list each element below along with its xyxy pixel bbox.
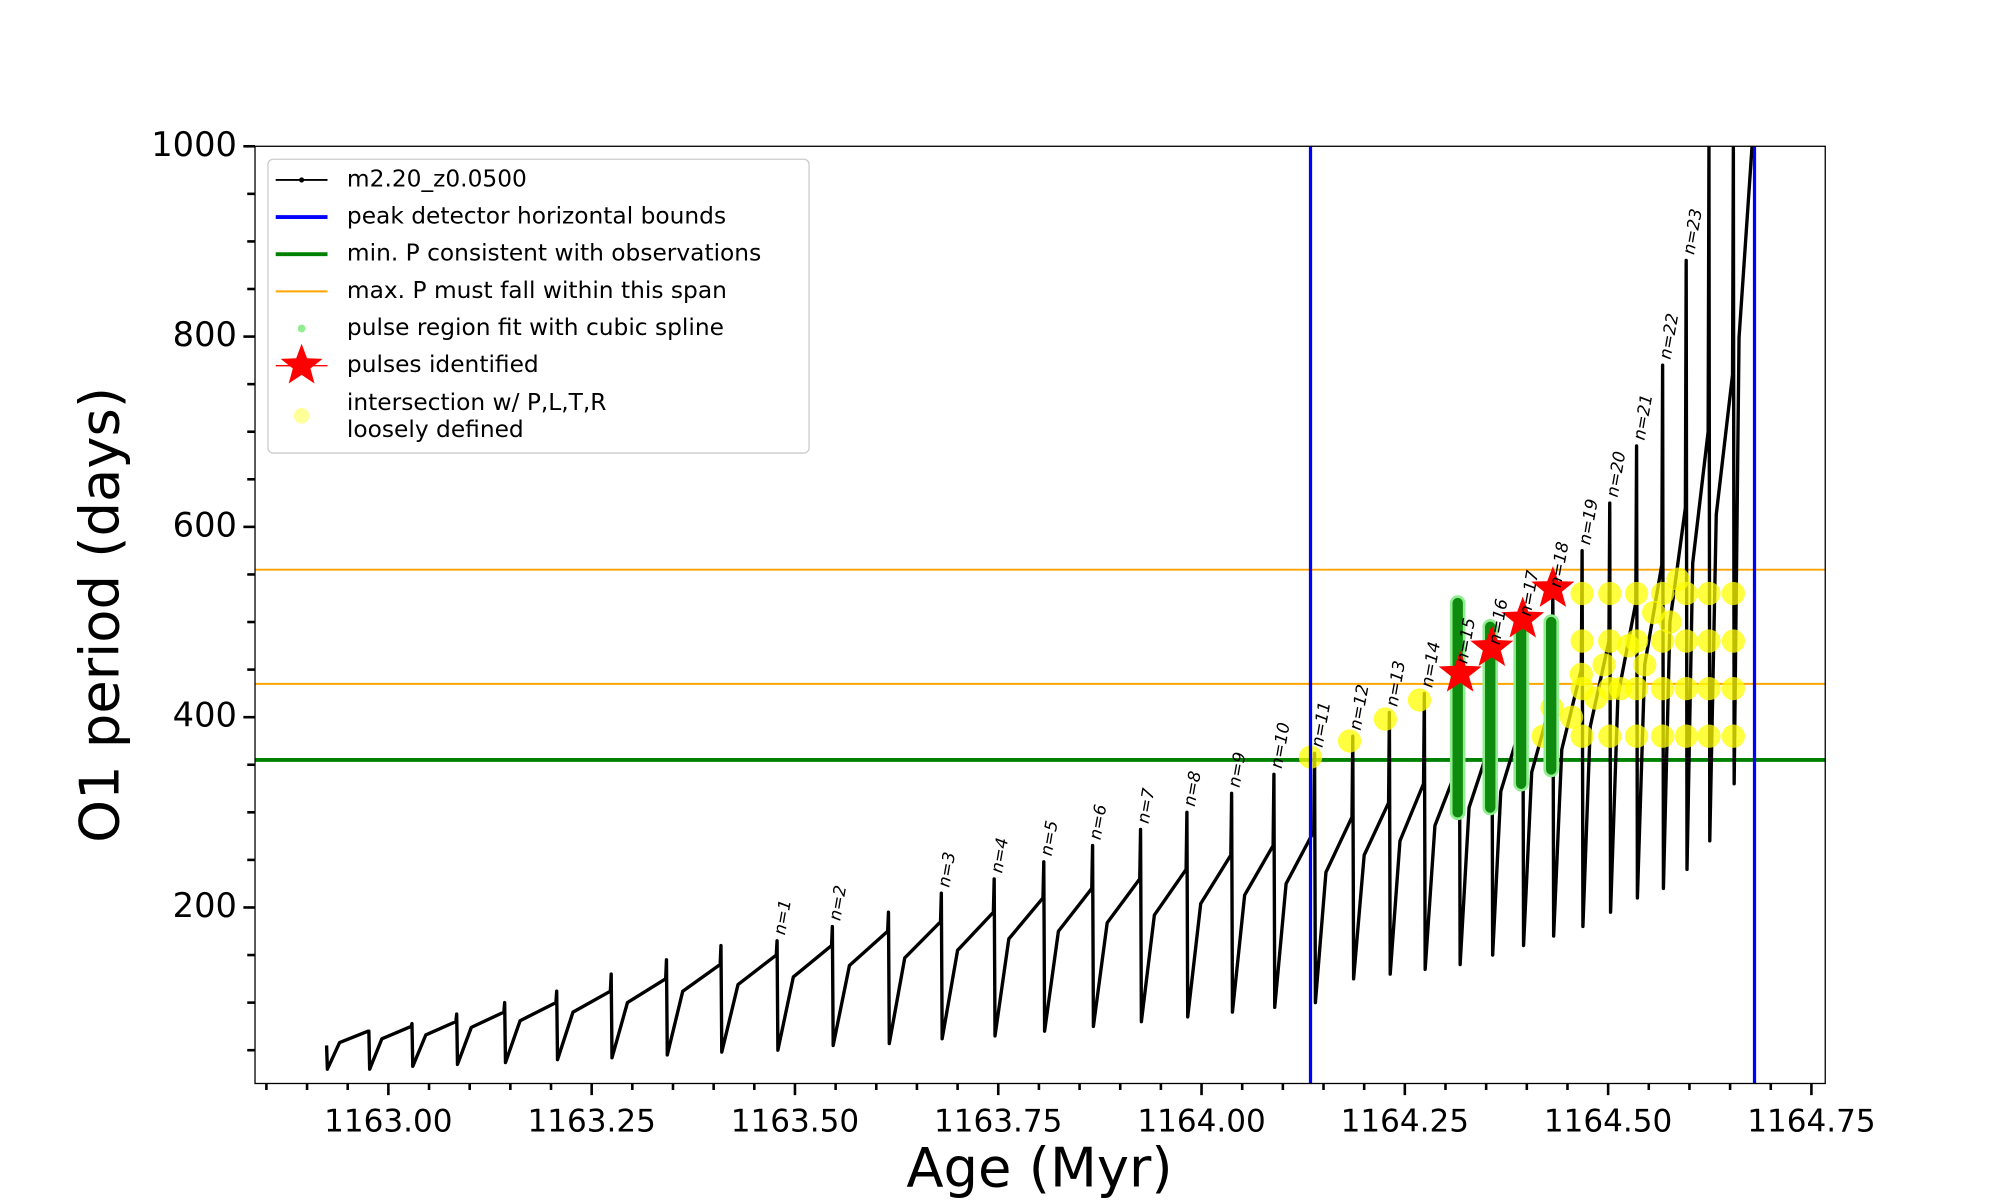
intersection-point: [1650, 581, 1675, 606]
x-axis-label: Age (Myr): [906, 1137, 1172, 1200]
intersection-point: [1337, 729, 1362, 753]
x-tick-label: 1163.75: [934, 1103, 1062, 1139]
x-tick-label: 1164.25: [1341, 1103, 1469, 1139]
intersection-point: [1650, 629, 1675, 653]
intersection-point: [1650, 724, 1675, 748]
intersection-point: [1570, 676, 1594, 701]
legend-label: pulses identified: [347, 351, 539, 378]
legend-label: peak detector horizontal bounds: [347, 203, 726, 230]
y-axis-label: O1 period (days): [69, 387, 132, 843]
intersection-point: [1598, 629, 1622, 653]
x-tick-label: 1164.50: [1544, 1103, 1672, 1139]
intersection-point: [1598, 724, 1622, 748]
legend-label: pulse region fit with cubic spline: [347, 314, 724, 341]
pulse-star: [1438, 650, 1482, 692]
intersection-point: [1650, 676, 1675, 701]
intersection-point: [1697, 581, 1721, 606]
intersection-point: [1633, 653, 1657, 677]
intersection-point: [1721, 629, 1746, 653]
axes: 1163.00 1163.25 1163.50 1163.75 1164.00 1164.…: [151, 125, 1875, 1140]
x-tick-label: 1163.25: [527, 1103, 655, 1139]
pulse-star: [1531, 566, 1575, 607]
data-line: [324, 146, 1754, 1071]
legend-dot: [299, 177, 305, 183]
legend-label: max. P must fall within this span: [347, 277, 727, 304]
intersection-point: [1674, 629, 1698, 653]
legend-label-line: intersection w/ P,L,T,R: [347, 388, 607, 415]
legend-star: [280, 343, 323, 384]
intersection-point: [1624, 676, 1649, 701]
intersection-point: [1624, 581, 1649, 606]
intersection-point: [1559, 705, 1584, 729]
x-tick-label: 1163.50: [731, 1103, 859, 1139]
intersection-point: [1570, 581, 1594, 606]
y-tick-label: 1000: [151, 125, 237, 164]
y-tick-label: 600: [173, 505, 237, 544]
y-tick-label: 200: [173, 886, 237, 925]
x-tick-label: 1163.00: [324, 1103, 452, 1139]
intersection-point: [1624, 629, 1649, 653]
legend-label: m2.20_z0.0500: [347, 165, 527, 192]
intersection-point: [1598, 581, 1622, 606]
pulse-star: [1470, 625, 1514, 666]
intersection-point: [1697, 676, 1721, 701]
intersection-point: [1697, 724, 1721, 748]
legend-frame: [267, 158, 810, 454]
legend-dot: [297, 324, 306, 333]
intersection-point: [1658, 610, 1682, 634]
pulse-star: [1501, 596, 1545, 638]
intersection-point: [1674, 724, 1698, 748]
intersection-point: [1674, 581, 1698, 606]
intersection-point: [1721, 676, 1746, 701]
intersection-point: [1721, 581, 1746, 606]
intersection-point: [1624, 724, 1649, 748]
legend-label: intersection w/ P,L,T,R loosely defined: [347, 388, 607, 442]
intersection-point: [1373, 707, 1397, 731]
x-tick-label: 1164.75: [1747, 1103, 1875, 1139]
intersection-point: [1697, 629, 1721, 653]
intersection-point: [1570, 629, 1594, 653]
x-tick-label: 1164.00: [1137, 1103, 1265, 1139]
intersection-point: [1598, 676, 1622, 701]
intersection-point: [1570, 724, 1594, 748]
legend-label: min. P consistent with observations: [347, 240, 761, 267]
intersection-point: [1592, 653, 1616, 677]
intersection-point: [1407, 688, 1432, 712]
legend-dot: [293, 408, 310, 424]
legend-label-line: loosely defined: [347, 416, 524, 443]
intersection-point: [1674, 676, 1698, 701]
y-tick-label: 800: [173, 315, 237, 354]
y-tick-label: 400: [173, 696, 237, 735]
intersection-point: [1721, 724, 1746, 748]
